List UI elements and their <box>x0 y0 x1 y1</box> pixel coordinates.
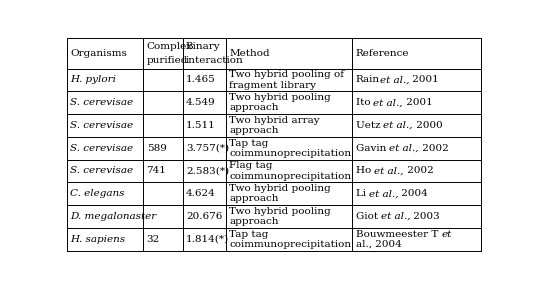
Text: et al.,: et al., <box>381 212 411 221</box>
Text: et: et <box>441 229 451 239</box>
Text: 2002: 2002 <box>419 144 449 153</box>
Text: 2001: 2001 <box>409 76 439 85</box>
Text: Li: Li <box>356 189 369 198</box>
Text: 20.676: 20.676 <box>186 212 222 221</box>
Text: H. sapiens: H. sapiens <box>70 235 125 244</box>
Text: 2.583(*): 2.583(*) <box>186 166 229 176</box>
Text: Two hybrid pooling: Two hybrid pooling <box>230 207 331 216</box>
Text: Tap tag: Tap tag <box>230 139 269 148</box>
Text: 1.465: 1.465 <box>186 76 216 85</box>
Text: et al.,: et al., <box>383 121 413 130</box>
Text: interaction: interaction <box>186 56 244 65</box>
Text: S. cerevisae: S. cerevisae <box>70 98 133 107</box>
Text: 1.511: 1.511 <box>186 121 216 130</box>
Text: approach: approach <box>230 194 279 203</box>
Text: Giot: Giot <box>356 212 381 221</box>
Text: 4.549: 4.549 <box>186 98 216 107</box>
Text: 3.757(*): 3.757(*) <box>186 144 229 153</box>
Text: Two hybrid pooling of: Two hybrid pooling of <box>230 70 344 79</box>
Text: S. cerevisae: S. cerevisae <box>70 166 133 176</box>
Text: 741: 741 <box>147 166 167 176</box>
Text: approach: approach <box>230 217 279 226</box>
Text: Two hybrid array: Two hybrid array <box>230 116 320 125</box>
Text: S. cerevisae: S. cerevisae <box>70 144 133 153</box>
Text: fragment library: fragment library <box>230 81 316 90</box>
Text: coimmunoprecipitation: coimmunoprecipitation <box>230 149 351 158</box>
Text: 2001: 2001 <box>403 98 433 107</box>
Text: S. cerevisae: S. cerevisae <box>70 121 133 130</box>
Text: et al.,: et al., <box>374 166 404 176</box>
Text: C. elegans: C. elegans <box>70 189 124 198</box>
Text: Rain: Rain <box>356 76 380 85</box>
Text: D. megalonaster: D. megalonaster <box>70 212 156 221</box>
Text: Complex: Complex <box>147 42 193 51</box>
Text: Method: Method <box>230 49 270 58</box>
Text: Gavin: Gavin <box>356 144 389 153</box>
Text: coimmunoprecipitation: coimmunoprecipitation <box>230 172 351 181</box>
Text: 2002: 2002 <box>404 166 434 176</box>
Text: et al.,: et al., <box>380 76 409 85</box>
Text: Uetz: Uetz <box>356 121 383 130</box>
Text: Tap tag: Tap tag <box>230 229 269 239</box>
Text: 2000: 2000 <box>413 121 443 130</box>
Text: Bouwmeester T: Bouwmeester T <box>356 229 441 239</box>
Text: approach: approach <box>230 103 279 112</box>
Text: 2003: 2003 <box>411 212 440 221</box>
Text: et al.,: et al., <box>369 189 398 198</box>
Text: H. pylori: H. pylori <box>70 76 116 85</box>
Text: Ito: Ito <box>356 98 373 107</box>
Text: approach: approach <box>230 126 279 135</box>
Text: al., 2004: al., 2004 <box>356 240 402 249</box>
Text: Reference: Reference <box>356 49 409 58</box>
Text: Binary: Binary <box>186 42 221 51</box>
Text: et al.,: et al., <box>373 98 403 107</box>
Text: Two hybrid pooling: Two hybrid pooling <box>230 184 331 193</box>
Text: Flag tag: Flag tag <box>230 161 273 170</box>
Text: 2004: 2004 <box>398 189 428 198</box>
Text: purified: purified <box>147 56 188 65</box>
Text: Two hybrid pooling: Two hybrid pooling <box>230 93 331 102</box>
Text: 589: 589 <box>147 144 167 153</box>
Text: 1.814(*): 1.814(*) <box>186 235 229 244</box>
Text: 4.624: 4.624 <box>186 189 216 198</box>
Text: et al.,: et al., <box>389 144 419 153</box>
Text: coimmunoprecipitation: coimmunoprecipitation <box>230 240 351 249</box>
Text: 32: 32 <box>147 235 160 244</box>
Text: Ho: Ho <box>356 166 374 176</box>
Text: Organisms: Organisms <box>70 49 127 58</box>
